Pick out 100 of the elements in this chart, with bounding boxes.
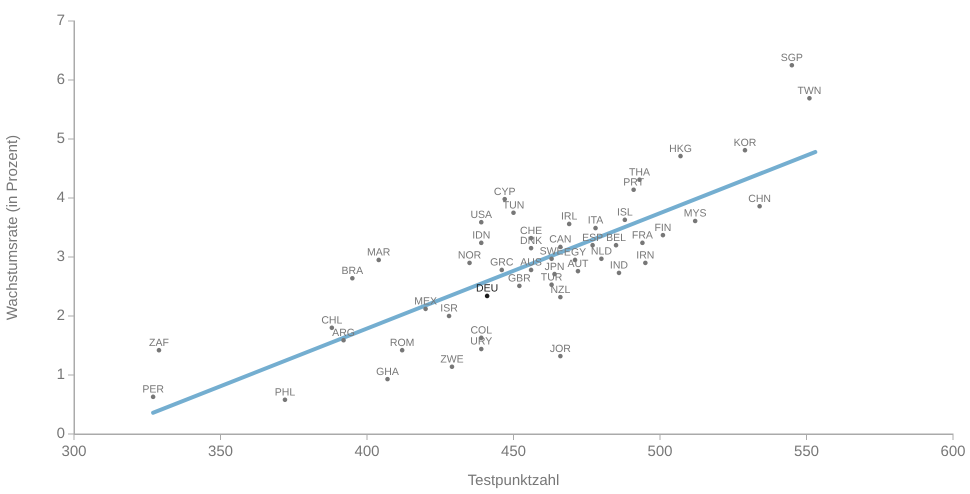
point	[341, 338, 346, 342]
point	[631, 187, 636, 192]
point	[400, 348, 404, 353]
data-label: ISL	[616, 206, 633, 218]
y-axis-title: Wachstumsrate (in Prozent)	[4, 134, 22, 320]
data-label: CHE	[520, 224, 542, 237]
x-axis-title: Testpunktzahl	[468, 472, 560, 490]
point	[576, 268, 580, 274]
point	[150, 394, 156, 400]
point	[742, 148, 748, 153]
point	[282, 397, 288, 402]
y-tick-label: 6	[56, 71, 65, 88]
data-label: BEL	[606, 232, 626, 244]
data-label: IND	[610, 260, 628, 272]
data-label: CYP	[494, 186, 516, 198]
data-label: TUN	[502, 199, 524, 212]
point	[478, 346, 484, 352]
data-label: GBR	[508, 272, 532, 285]
data-label: MAR	[367, 246, 391, 259]
y-tick-label: 2	[56, 307, 65, 324]
point	[446, 314, 452, 318]
data-label: CAN	[549, 234, 572, 246]
data-label: SGP	[780, 52, 803, 64]
data-label: PER	[142, 383, 164, 396]
point	[558, 354, 563, 358]
data-label: ROM	[390, 336, 414, 349]
point	[593, 226, 598, 230]
point	[643, 260, 648, 266]
data-label: BRA	[342, 264, 364, 277]
y-tick-label: 4	[56, 189, 65, 206]
point	[692, 218, 698, 224]
point	[484, 294, 490, 298]
point	[528, 268, 534, 272]
point	[757, 204, 762, 209]
data-label: JPN	[544, 260, 564, 273]
point	[622, 218, 628, 222]
point	[502, 196, 508, 202]
x-tick-label: 500	[647, 443, 673, 460]
point	[807, 96, 812, 101]
data-label: ARG	[332, 326, 355, 339]
point	[478, 240, 484, 246]
y-tick-label: 7	[56, 12, 65, 30]
point	[376, 258, 382, 262]
data-label: THA	[628, 166, 650, 178]
data-label: IDN	[472, 229, 490, 242]
point	[467, 260, 472, 266]
data-label: DEU	[476, 282, 498, 295]
data-label: IRL	[561, 210, 578, 223]
point	[423, 306, 428, 312]
point	[566, 222, 572, 226]
data-label: GRC	[490, 256, 514, 269]
data-label: COL	[470, 324, 492, 336]
y-tick-label: 0	[56, 425, 65, 442]
data-label: NZL	[550, 284, 570, 296]
data-label: ZWE	[440, 353, 464, 366]
point	[614, 242, 618, 248]
y-tick-label: 1	[56, 366, 65, 384]
data-label: USA	[470, 208, 492, 221]
data-label: FRA	[632, 229, 653, 242]
data-label: KOR	[734, 136, 757, 149]
data-label: HKG	[669, 142, 692, 155]
data-label: PHL	[274, 386, 296, 398]
point	[599, 256, 604, 262]
data-label: CHL	[321, 314, 342, 326]
data-label: ZAF	[149, 336, 169, 349]
data-label: NOR	[458, 250, 482, 262]
data-label: CHN	[748, 192, 771, 205]
y-tick-label: 5	[56, 130, 65, 148]
y-tick-label: 3	[56, 248, 65, 266]
data-label: NLD	[590, 245, 612, 258]
point	[156, 348, 162, 353]
x-tick-label: 300	[61, 443, 87, 460]
point	[549, 256, 554, 262]
point	[450, 364, 454, 370]
data-label: TWN	[797, 84, 822, 97]
data-label: IRN	[636, 250, 654, 262]
point	[478, 220, 484, 224]
data-label: MYS	[684, 208, 707, 220]
x-tick-label: 350	[208, 443, 234, 460]
point	[350, 276, 355, 281]
point	[616, 270, 622, 276]
point	[678, 154, 683, 158]
data-label: AUT	[567, 258, 590, 270]
data-label: ITA	[588, 214, 604, 227]
x-tick-label: 400	[354, 443, 380, 460]
point	[517, 284, 522, 288]
x-tick-label: 550	[794, 443, 820, 460]
data-label: ISR	[440, 302, 458, 315]
point	[511, 210, 516, 216]
point	[528, 246, 534, 250]
x-tick-label: 450	[500, 443, 526, 460]
data-label: EGY	[564, 246, 586, 259]
point	[558, 294, 563, 300]
point	[640, 240, 645, 246]
point	[499, 268, 504, 272]
data-label: GHA	[376, 366, 399, 378]
point	[790, 62, 794, 68]
x-tick-label: 600	[940, 443, 966, 460]
point	[385, 376, 390, 382]
point	[660, 232, 666, 238]
